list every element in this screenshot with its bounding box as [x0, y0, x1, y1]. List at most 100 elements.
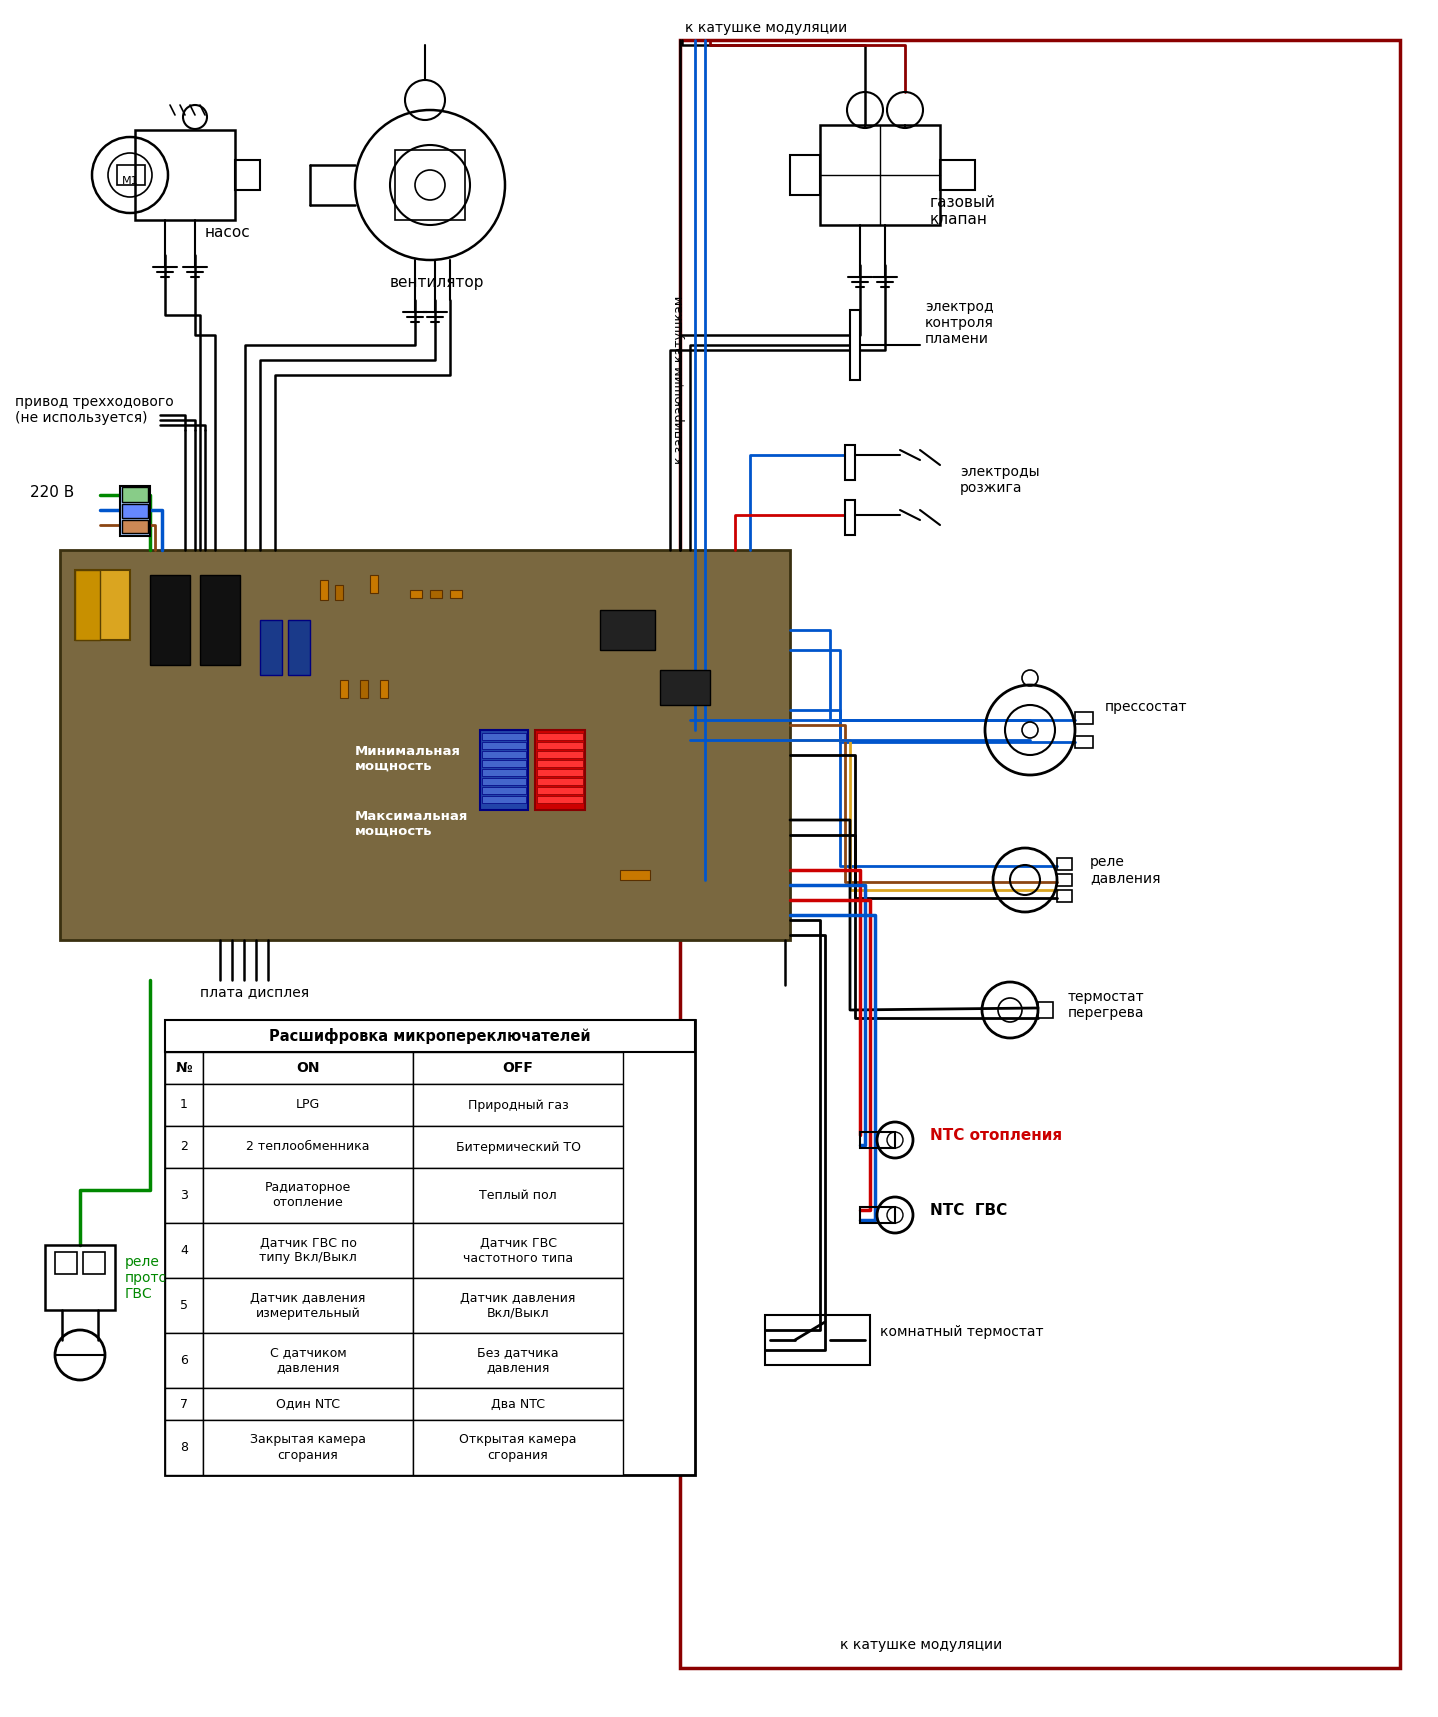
Bar — [165, 1168, 203, 1223]
Bar — [45, 1245, 115, 1310]
Bar — [203, 1223, 413, 1277]
Bar — [413, 1223, 623, 1277]
Text: 6: 6 — [180, 1355, 188, 1367]
Bar — [450, 591, 462, 598]
Bar — [234, 160, 260, 191]
Bar — [660, 670, 710, 706]
Bar — [122, 520, 148, 532]
Bar — [413, 1083, 623, 1126]
Bar — [75, 570, 101, 640]
Text: 2 теплообменника: 2 теплообменника — [246, 1140, 370, 1154]
Bar — [203, 1420, 413, 1475]
Text: 1: 1 — [180, 1099, 188, 1111]
Bar — [360, 680, 368, 699]
Text: С датчиком
давления: С датчиком давления — [270, 1346, 347, 1375]
Text: электроды
розжига: электроды розжига — [961, 465, 1040, 494]
Text: 3: 3 — [180, 1188, 188, 1202]
Bar — [260, 620, 282, 675]
Text: №: № — [175, 1061, 193, 1075]
Text: Датчик ГВС
частотного типа: Датчик ГВС частотного типа — [463, 1236, 574, 1264]
Text: NTC отопления: NTC отопления — [930, 1128, 1063, 1144]
Text: 220 В: 220 В — [30, 484, 75, 500]
Bar — [536, 786, 582, 793]
Text: Природный газ: Природный газ — [467, 1099, 568, 1111]
Bar — [165, 1020, 695, 1475]
Text: термостат
перегрева: термостат перегрева — [1068, 991, 1145, 1020]
Bar — [413, 1126, 623, 1168]
Bar — [200, 575, 240, 664]
Bar — [1038, 1003, 1053, 1018]
Text: Один NTC: Один NTC — [276, 1398, 339, 1410]
Bar — [536, 761, 582, 767]
Bar — [203, 1277, 413, 1332]
Bar — [1076, 737, 1093, 749]
Bar — [203, 1053, 413, 1083]
Text: прессостат: прессостат — [1104, 701, 1188, 714]
Bar — [600, 610, 654, 651]
Bar — [150, 575, 190, 664]
Text: к катушке модуляции: к катушке модуляции — [684, 21, 847, 34]
Bar — [482, 769, 526, 776]
Bar — [116, 165, 145, 185]
Bar — [1076, 713, 1093, 725]
Bar — [321, 580, 328, 599]
Bar — [203, 1126, 413, 1168]
Text: Датчик давления
Вкл/Выкл: Датчик давления Вкл/Выкл — [460, 1291, 575, 1319]
Bar — [165, 1126, 203, 1168]
Bar — [165, 1083, 203, 1126]
Bar — [789, 155, 820, 196]
Bar — [203, 1332, 413, 1387]
Bar — [482, 797, 526, 804]
Text: электрод
контроля
пламени: электрод контроля пламени — [925, 300, 994, 347]
Text: реле
давления: реле давления — [1090, 855, 1160, 886]
Text: Минимальная
мощность: Минимальная мощность — [355, 745, 462, 773]
Bar — [370, 575, 378, 592]
Bar — [846, 500, 856, 536]
Bar — [335, 585, 344, 599]
Text: M1: M1 — [122, 177, 138, 185]
Text: привод трехходового
(не используется): привод трехходового (не используется) — [14, 395, 174, 426]
Text: Без датчика
давления: Без датчика давления — [477, 1346, 559, 1375]
Bar — [620, 871, 650, 881]
Text: Расшифровка микропереключателей: Расшифровка микропереключателей — [269, 1028, 591, 1044]
Bar — [430, 591, 441, 598]
Bar — [536, 742, 582, 749]
Bar — [203, 1168, 413, 1223]
Text: Радиаторное
отопление: Радиаторное отопление — [265, 1181, 351, 1209]
Bar — [60, 549, 789, 939]
Bar — [165, 1020, 695, 1053]
Bar — [1057, 858, 1071, 871]
Bar — [165, 1053, 203, 1083]
Bar — [482, 778, 526, 785]
Text: Битермический ТО: Битермический ТО — [456, 1140, 581, 1154]
Text: реле
протока
ГВС: реле протока ГВС — [125, 1255, 186, 1301]
Bar — [482, 733, 526, 740]
Bar — [820, 125, 940, 225]
Bar — [413, 1332, 623, 1387]
Text: комнатный термостат: комнатный термостат — [880, 1326, 1044, 1339]
Bar — [860, 1132, 894, 1149]
Bar — [122, 488, 148, 501]
Text: 5: 5 — [180, 1300, 188, 1312]
Text: к катушке модуляции: к катушке модуляции — [840, 1638, 1002, 1652]
Bar — [536, 750, 582, 757]
Bar — [860, 1207, 894, 1223]
Text: 7: 7 — [180, 1398, 188, 1410]
Text: к запирающим катушкам: к запирающим катушкам — [673, 295, 686, 464]
Bar — [165, 1277, 203, 1332]
Text: 4: 4 — [180, 1245, 188, 1257]
Bar — [536, 797, 582, 804]
Bar — [536, 733, 582, 740]
Text: Два NTC: Два NTC — [490, 1398, 545, 1410]
Bar — [413, 1277, 623, 1332]
Text: Датчик ГВС по
типу Вкл/Выкл: Датчик ГВС по типу Вкл/Выкл — [259, 1236, 357, 1264]
Text: 2: 2 — [180, 1140, 188, 1154]
Bar — [482, 786, 526, 793]
Bar — [1057, 874, 1071, 886]
Bar — [380, 680, 388, 699]
Bar — [482, 750, 526, 757]
Text: Теплый пол: Теплый пол — [479, 1188, 557, 1202]
Text: Максимальная
мощность: Максимальная мощность — [355, 810, 469, 838]
Bar — [413, 1420, 623, 1475]
Text: газовый
клапан: газовый клапан — [930, 196, 997, 227]
